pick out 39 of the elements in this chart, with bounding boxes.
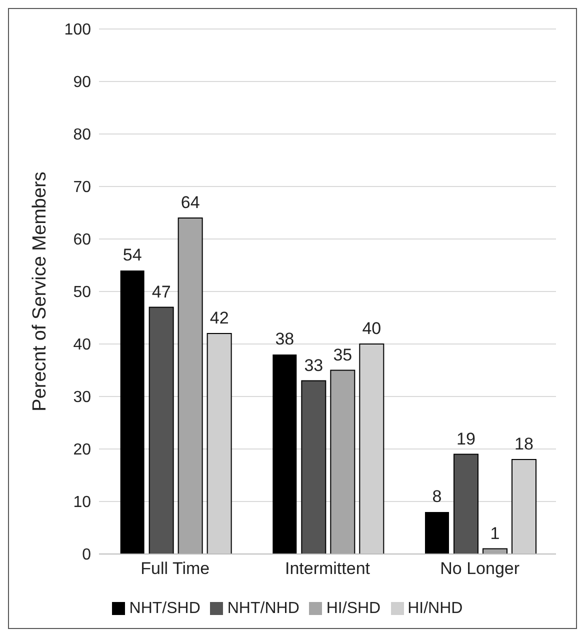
bar [301, 380, 326, 554]
bar [148, 306, 174, 554]
data-label: 40 [362, 319, 382, 338]
y-tick-label: 90 [73, 74, 92, 92]
data-label: 42 [210, 308, 229, 328]
bar [178, 218, 203, 554]
data-label: 33 [304, 356, 324, 375]
y-tick-label: 30 [73, 389, 92, 406]
data-label: 38 [275, 330, 294, 348]
y-tick-label: 50 [73, 284, 92, 302]
data-label: 64 [180, 193, 200, 212]
data-label: 19 [456, 429, 476, 448]
y-tick-label: 20 [73, 442, 92, 459]
x-tick-label: Intermittent [284, 559, 370, 578]
data-label: 47 [152, 282, 171, 302]
bar [330, 370, 356, 554]
y-axis-title: Perecnt of Service Members [30, 172, 51, 412]
bar [120, 270, 144, 554]
y-tick-label: 40 [73, 336, 92, 354]
legend-label: HI/NHD [408, 600, 463, 617]
x-tick-label: No Longer [440, 559, 520, 578]
data-label: 8 [432, 487, 442, 506]
y-tick-label: 0 [82, 546, 92, 564]
y-tick-label: 80 [73, 126, 92, 144]
y-tick-label: 70 [73, 179, 92, 196]
legend-label: HI/SHD [326, 600, 381, 617]
data-label: 54 [122, 246, 142, 264]
y-tick-label: 100 [64, 22, 92, 39]
bar [424, 512, 449, 554]
y-tick-label: 10 [73, 494, 92, 512]
y-tick-label: 60 [73, 232, 92, 249]
legend-label: NHT/NHD [227, 600, 300, 617]
x-tick-label: Full Time [140, 559, 210, 578]
bar [453, 454, 478, 554]
data-label: 1 [490, 524, 500, 543]
bar [272, 354, 297, 554]
data-label: 35 [333, 345, 352, 364]
legend-label: NHT/SHD [129, 600, 200, 617]
data-label: 18 [514, 434, 534, 454]
